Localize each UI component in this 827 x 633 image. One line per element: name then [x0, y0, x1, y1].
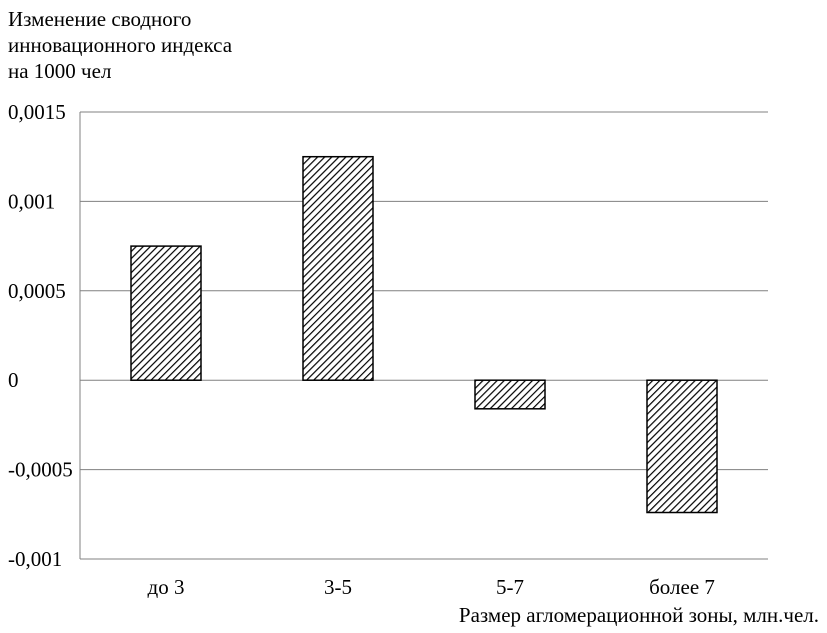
- bar-3: [474, 379, 546, 410]
- bar-2: [302, 155, 374, 381]
- y-axis-title-line-2: инновационного индекса: [8, 33, 233, 57]
- x-tick-label: 3-5: [324, 575, 352, 599]
- x-axis-title: Размер агломерационной зоны, млн.чел.: [458, 603, 819, 627]
- x-tick-label: 5-7: [496, 575, 524, 599]
- y-tick-label: -0,0005: [8, 458, 73, 482]
- x-tick-label: до 3: [148, 575, 185, 599]
- y-tick-label: 0,0005: [8, 279, 66, 303]
- y-tick-label: -0,001: [8, 547, 62, 571]
- y-axis-title-line-1: Изменение сводного: [8, 7, 192, 31]
- axes: [79, 112, 768, 560]
- x-tick-label: более 7: [649, 575, 715, 599]
- y-tick-label: 0,0015: [8, 100, 66, 124]
- y-axis-title: Изменение сводного инновационного индекс…: [8, 6, 232, 84]
- y-tick-label: 0,001: [8, 189, 55, 213]
- bars: [130, 155, 718, 514]
- y-axis-title-line-3: на 1000 чел: [8, 59, 112, 83]
- x-tick-labels: до 3 3-5 5-7 более 7: [148, 575, 715, 599]
- bar-1: [130, 245, 202, 381]
- y-tick-label: 0: [8, 368, 19, 392]
- bar-4: [646, 379, 718, 514]
- y-tick-labels: 0,0015 0,001 0,0005 0 -0,0005 -0,001: [8, 100, 73, 571]
